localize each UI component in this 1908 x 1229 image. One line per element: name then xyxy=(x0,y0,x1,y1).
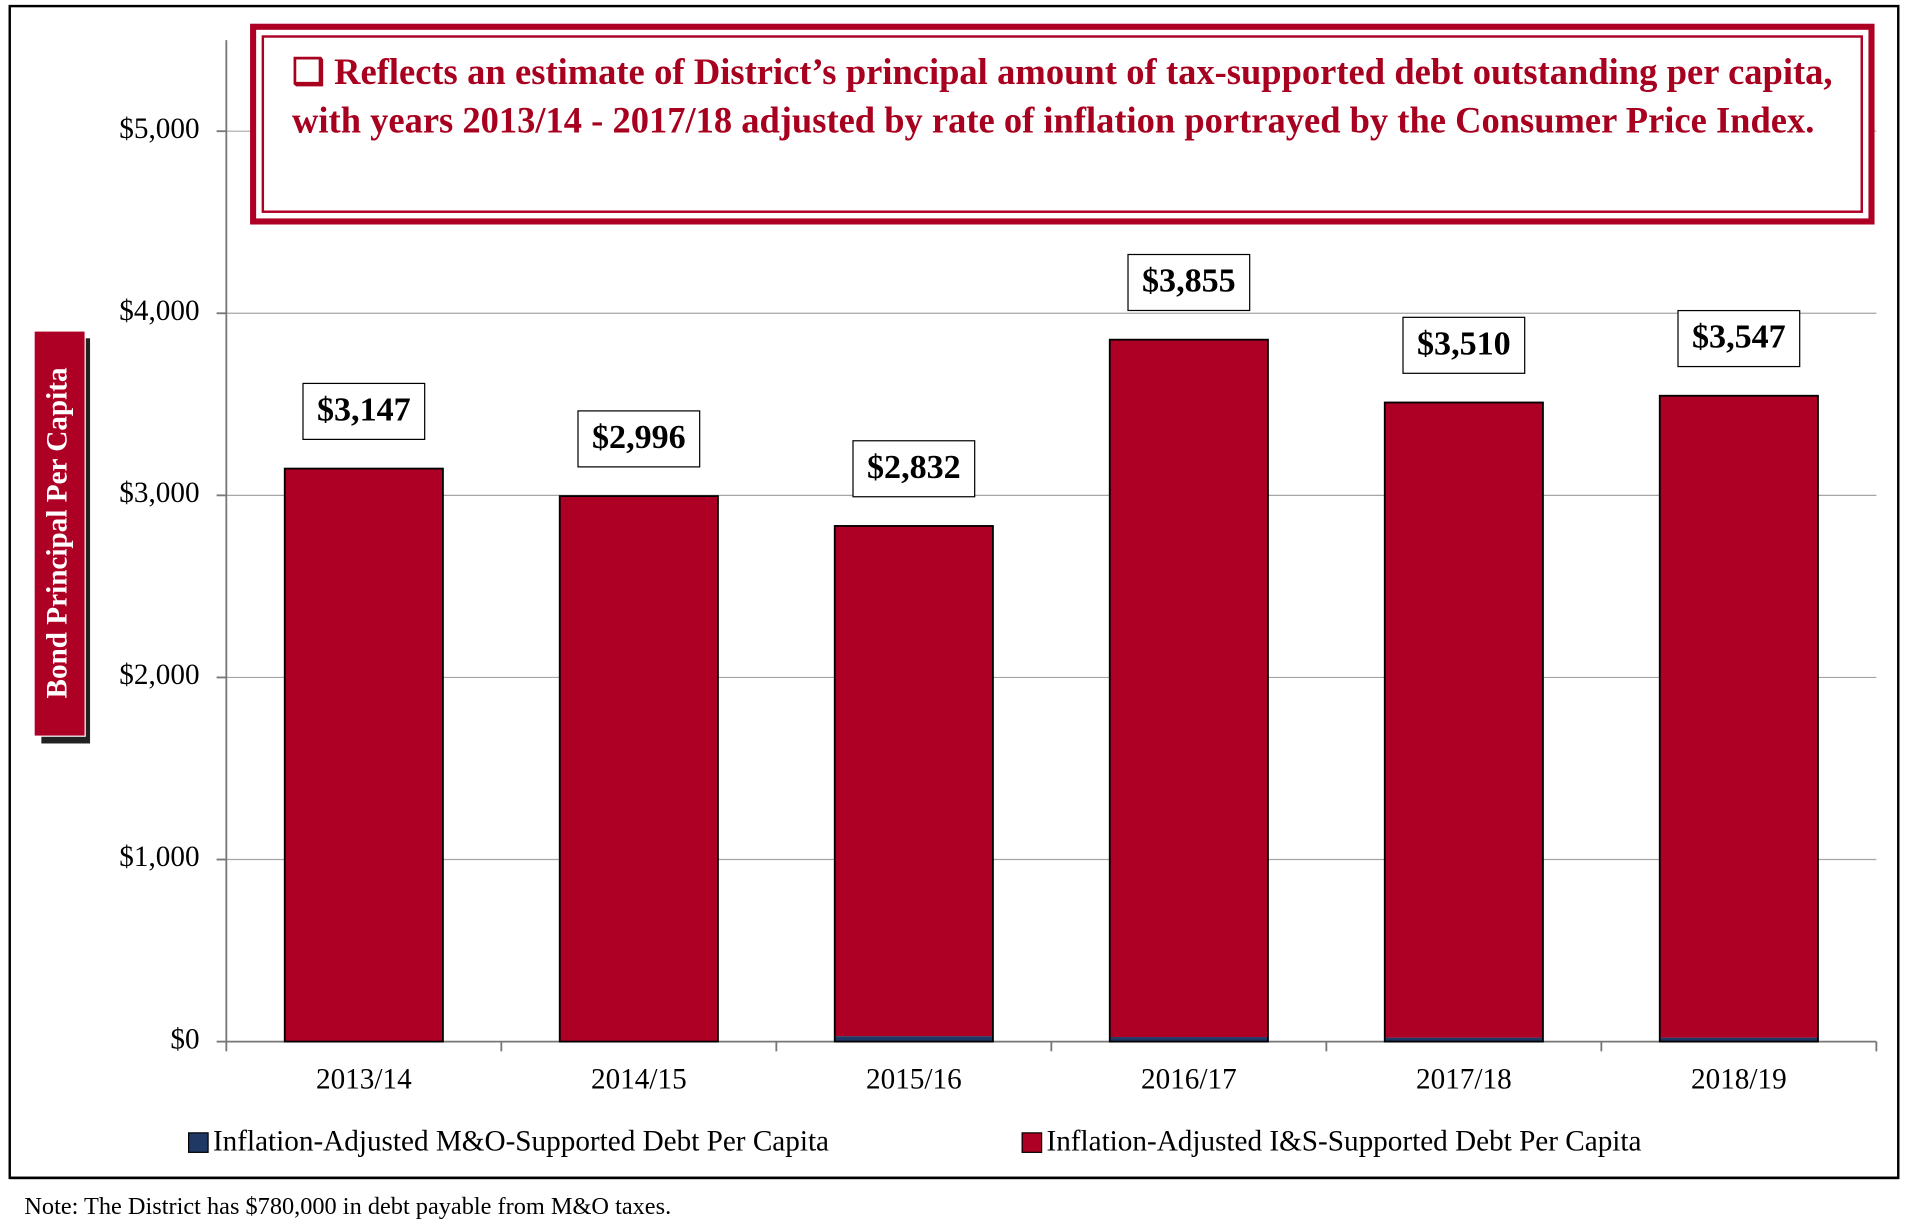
bar-segment xyxy=(1659,1037,1818,1042)
y-tick-label: $3,000 xyxy=(119,477,199,509)
y-tick-label: $1,000 xyxy=(119,841,199,873)
total-label-box xyxy=(852,440,976,498)
legend-label: Inflation-Adjusted I&S-Supported Debt Pe… xyxy=(1046,1126,1641,1158)
total-label: $3,547 xyxy=(1692,319,1786,356)
legend-swatch xyxy=(188,1132,209,1153)
total-label-box xyxy=(302,382,426,440)
total-label: $3,510 xyxy=(1417,325,1511,362)
y-tick-label: $2,000 xyxy=(119,659,199,691)
total-label-box xyxy=(577,410,701,468)
total-label: $2,996 xyxy=(592,419,686,456)
bar-segment xyxy=(1659,395,1818,1038)
legend-label: Inflation-Adjusted M&O-Supported Debt Pe… xyxy=(213,1126,829,1158)
x-tick-label: 2013/14 xyxy=(316,1063,412,1095)
y-tick-label: $4,000 xyxy=(119,295,199,327)
y-label-box xyxy=(33,330,86,737)
x-tick-label: 2017/18 xyxy=(1416,1063,1512,1095)
legend-swatch xyxy=(1021,1132,1043,1153)
y-tick-label: $5,000 xyxy=(119,113,199,145)
bar-segment xyxy=(1384,1037,1543,1042)
annotation-area: ❑ Reflects an estimate of District’s pri… xyxy=(292,52,1833,142)
total-label-box xyxy=(1127,253,1251,312)
bar-outline xyxy=(833,525,994,1043)
y-tick-label: $0 xyxy=(170,1023,199,1055)
total-label: $2,832 xyxy=(867,449,961,486)
bar-segment xyxy=(559,496,718,1042)
plot: $0 $1,000 $2,000 $3,000 $4,000 $5,000 2013/14 $… xyxy=(119,40,1878,1158)
bar-outline xyxy=(1383,401,1544,1043)
annotation: ❑ Reflects an estimate of District’s pri… xyxy=(292,52,1833,142)
bar-outline xyxy=(1108,338,1269,1043)
x-tick-label: 2016/17 xyxy=(1141,1063,1237,1095)
bar-outline xyxy=(283,467,444,1043)
y-axis-label: Bond Principal Per Capita xyxy=(41,367,73,698)
bar-segment xyxy=(284,468,443,1042)
total-label: $3,147 xyxy=(317,391,411,428)
total-label: $3,855 xyxy=(1142,263,1236,300)
x-tick-label: 2015/16 xyxy=(866,1063,962,1095)
x-tick-label: 2018/19 xyxy=(1691,1063,1787,1095)
bar-segment xyxy=(834,525,993,1037)
bar-outline xyxy=(558,495,719,1043)
bar-segment xyxy=(1384,402,1543,1038)
footnote: Note: The District has $780,000 in debt … xyxy=(24,1193,671,1220)
bar-segment xyxy=(834,1036,993,1042)
x-tick-label: 2014/15 xyxy=(591,1063,687,1095)
bar-segment xyxy=(1109,339,1268,1038)
annotation-box xyxy=(250,23,1875,225)
bar-segment xyxy=(1109,1037,1268,1042)
total-label-box xyxy=(1677,309,1801,368)
bar-outline xyxy=(1658,394,1819,1043)
total-label-box xyxy=(1402,316,1526,374)
annotation-inner-border xyxy=(261,35,1863,213)
